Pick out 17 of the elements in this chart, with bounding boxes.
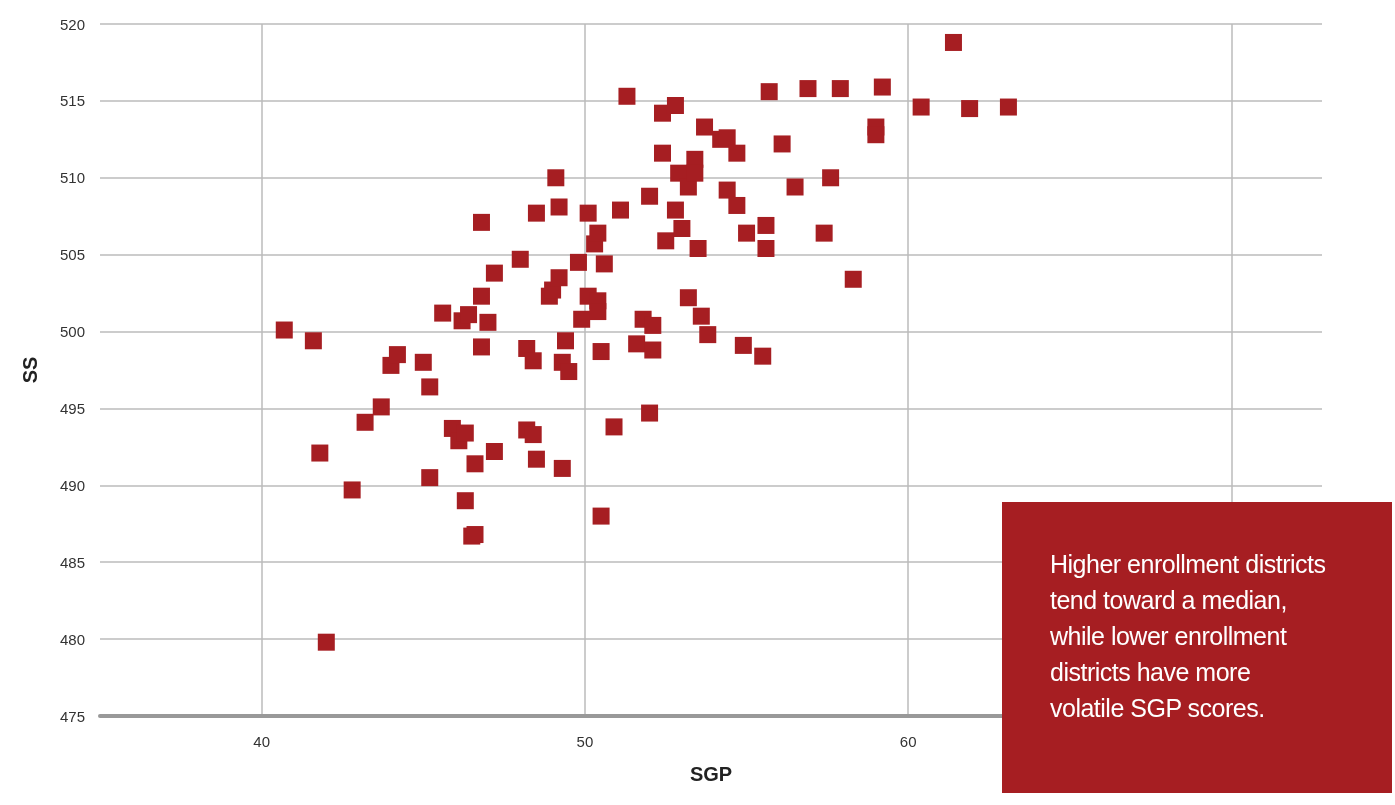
y-tick-label: 510 [60, 169, 86, 187]
x-tick-label: 50 [576, 733, 594, 750]
y-tick-label: 505 [60, 246, 86, 264]
y-tick-label: 495 [60, 399, 86, 417]
x-tick-label: 60 [899, 733, 917, 750]
y-tick-label: 500 [60, 323, 86, 341]
note-box: Higher enrollment districts tend toward a median, while lower enrollment districts have more volatile SGP scores. [1002, 502, 1392, 793]
y-tick-label: 515 [60, 92, 86, 110]
x-tick-label: 40 [253, 733, 270, 750]
x-axis-title: SGP [689, 763, 733, 785]
y-tick-label: 480 [60, 630, 86, 648]
y-tick-label: 475 [60, 707, 86, 725]
y-tick-label: 485 [60, 553, 86, 571]
y-tick-label: 520 [60, 15, 86, 33]
y-tick-label: 490 [60, 476, 86, 494]
y-axis-title: SS [19, 356, 41, 384]
annotation: Higher enrollment districts tend toward a median, while lower enrollment districts have more volatile SGP scores. [1050, 549, 1327, 724]
